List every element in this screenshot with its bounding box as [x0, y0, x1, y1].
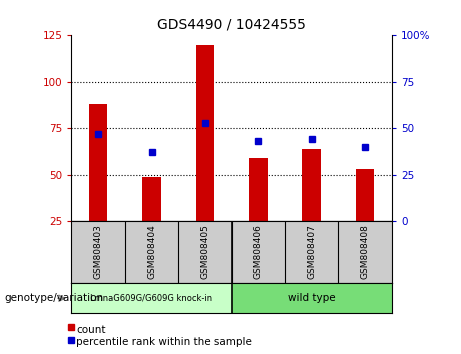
Bar [195, 45, 214, 221]
Text: GSM808408: GSM808408 [361, 224, 370, 279]
Text: count: count [76, 325, 106, 335]
Bar [302, 149, 321, 221]
Bar [249, 158, 268, 221]
Text: LmnaG609G/G609G knock-in: LmnaG609G/G609G knock-in [90, 294, 213, 303]
Text: GSM808407: GSM808407 [307, 224, 316, 279]
Bar [71, 283, 231, 313]
Bar [142, 177, 161, 221]
Bar [89, 104, 107, 221]
Text: genotype/variation: genotype/variation [5, 293, 104, 303]
Text: GSM808404: GSM808404 [147, 224, 156, 279]
Bar [231, 283, 392, 313]
Text: GSM808406: GSM808406 [254, 224, 263, 279]
Text: GSM808405: GSM808405 [201, 224, 209, 279]
Bar [356, 169, 374, 221]
Text: GSM808403: GSM808403 [94, 224, 103, 279]
Text: percentile rank within the sample: percentile rank within the sample [76, 337, 252, 347]
Text: wild type: wild type [288, 293, 336, 303]
Title: GDS4490 / 10424555: GDS4490 / 10424555 [157, 17, 306, 32]
